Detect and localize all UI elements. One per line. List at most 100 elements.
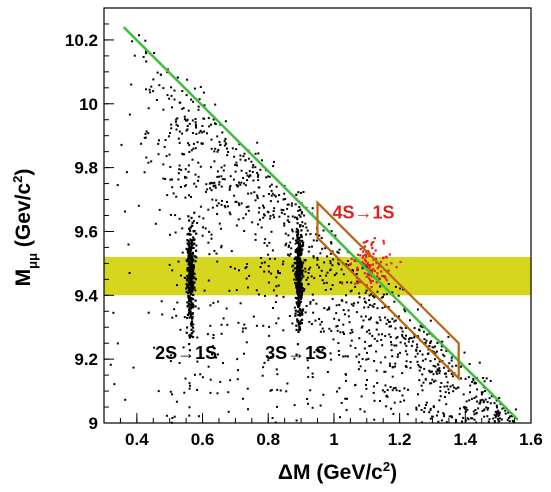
data-point [354, 285, 357, 288]
data-point [305, 233, 308, 236]
data-point [188, 306, 191, 309]
data-point [191, 266, 194, 270]
data-point [300, 265, 304, 269]
data-point [453, 386, 456, 389]
data-point [187, 170, 190, 173]
data-point [187, 215, 190, 218]
data-point [468, 363, 471, 365]
data-point [336, 390, 338, 393]
data-point [366, 261, 369, 264]
data-point [359, 248, 362, 251]
data-point [448, 415, 451, 418]
data-point [296, 247, 299, 250]
data-point [337, 342, 340, 345]
data-point [504, 409, 507, 412]
data-point [219, 143, 222, 146]
data-point [448, 391, 450, 394]
data-point [431, 415, 434, 418]
data-point [373, 303, 376, 305]
data-point [223, 144, 226, 147]
data-point [330, 242, 333, 245]
data-point [175, 123, 178, 126]
data-point [273, 207, 276, 210]
data-point [316, 258, 319, 261]
data-point [296, 276, 299, 279]
data-point [506, 419, 509, 422]
data-point [464, 377, 467, 380]
data-point [496, 413, 498, 416]
data-point [331, 284, 334, 287]
data-point [428, 369, 431, 372]
data-point [244, 184, 247, 187]
data-point [186, 292, 190, 295]
data-point [192, 286, 195, 289]
data-point [171, 106, 173, 109]
data-point [366, 264, 369, 267]
data-point [313, 351, 316, 354]
data-point [214, 147, 217, 150]
x-tick-label: 0.8 [256, 430, 280, 449]
data-point [275, 185, 278, 188]
data-point [193, 182, 196, 185]
data-point [273, 194, 276, 197]
data-point [176, 301, 179, 304]
data-point [330, 230, 333, 233]
data-point [318, 318, 321, 320]
data-point [246, 387, 249, 390]
data-point [220, 244, 223, 247]
data-point [297, 246, 300, 249]
data-point [379, 260, 383, 264]
data-point [226, 147, 228, 150]
data-point [339, 331, 342, 334]
data-point [383, 275, 386, 278]
data-point [296, 343, 299, 346]
data-point [201, 125, 204, 127]
data-point [186, 125, 189, 127]
data-point [252, 315, 255, 318]
data-point [295, 272, 299, 275]
data-point [336, 329, 339, 332]
data-point [170, 123, 173, 126]
data-point [282, 209, 285, 212]
data-point [168, 97, 171, 100]
data-point [319, 404, 322, 407]
x-tick-label: 0.4 [125, 430, 149, 449]
data-point [297, 306, 300, 309]
data-point [305, 278, 308, 281]
data-point [385, 255, 388, 258]
data-point [189, 226, 192, 229]
data-point [293, 404, 296, 407]
data-point [173, 98, 176, 101]
data-point [272, 213, 275, 216]
data-point [164, 139, 167, 142]
data-point [451, 384, 454, 387]
data-point [464, 419, 467, 422]
data-point [264, 294, 266, 297]
data-point [160, 73, 162, 76]
data-point [486, 408, 489, 411]
selection-region-layer [316, 200, 460, 381]
data-point [267, 175, 270, 178]
data-point [270, 389, 273, 391]
data-point [291, 230, 294, 233]
data-point [194, 299, 197, 302]
data-point [238, 143, 241, 146]
data-point [197, 175, 200, 178]
data-point [310, 275, 313, 278]
data-point [474, 409, 477, 411]
data-point [207, 208, 210, 211]
data-point [296, 235, 299, 238]
data-point [438, 399, 441, 402]
data-point [213, 181, 216, 184]
data-point [188, 290, 191, 293]
data-point [414, 355, 417, 358]
data-point [269, 185, 271, 188]
data-point [449, 385, 452, 388]
data-point [153, 346, 156, 349]
data-point [217, 300, 220, 303]
data-point [235, 161, 238, 164]
data-point [410, 344, 413, 347]
data-point [300, 313, 303, 316]
data-point [301, 239, 304, 242]
data-point [297, 291, 300, 295]
